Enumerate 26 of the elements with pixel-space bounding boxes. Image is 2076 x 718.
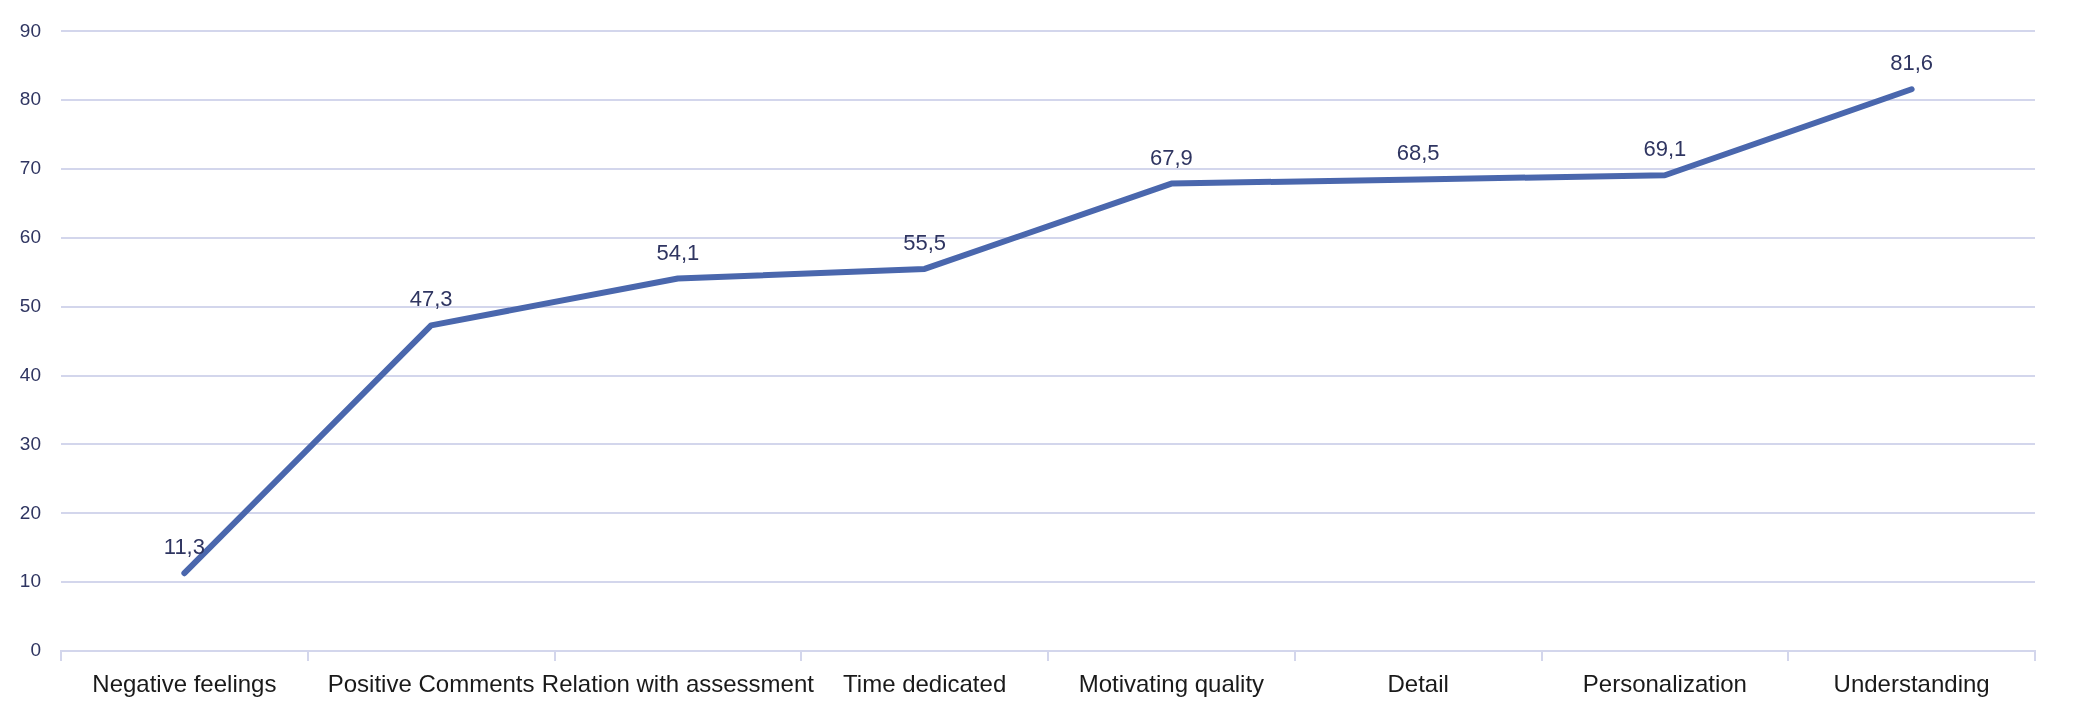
data-label: 11,3 [163, 534, 205, 560]
y-tick-label: 80 [19, 88, 41, 110]
data-label: 55,5 [903, 229, 947, 255]
y-tick-label: 0 [30, 639, 41, 661]
data-label: 68,5 [1396, 140, 1440, 166]
x-tick-label: Understanding [1833, 670, 1990, 698]
y-tick-label: 90 [19, 19, 41, 41]
data-label: 47,3 [409, 286, 453, 312]
x-tick-label: Relation with assessment [541, 670, 815, 698]
data-label: 54,1 [656, 239, 700, 265]
y-tick-label: 50 [19, 295, 41, 317]
y-tick-label: 10 [19, 570, 41, 592]
x-tick-label: Time dedicated [843, 670, 1007, 698]
x-tick-label: Personalization [1582, 670, 1747, 698]
data-label: 81,6 [1890, 50, 1934, 76]
data-label: 67,9 [1149, 144, 1193, 170]
x-tick-label: Negative feelings [92, 670, 277, 698]
y-tick-label: 20 [19, 501, 41, 523]
y-tick-label: 70 [19, 157, 41, 179]
data-label: 69,1 [1643, 136, 1687, 162]
x-tick-label: Positive Comments [327, 670, 535, 698]
x-tick-label: Detail [1387, 670, 1449, 698]
y-tick-label: 60 [19, 226, 41, 248]
x-tick-label: Motivating quality [1078, 670, 1265, 698]
y-tick-label: 40 [19, 363, 41, 385]
y-tick-label: 30 [19, 432, 41, 454]
